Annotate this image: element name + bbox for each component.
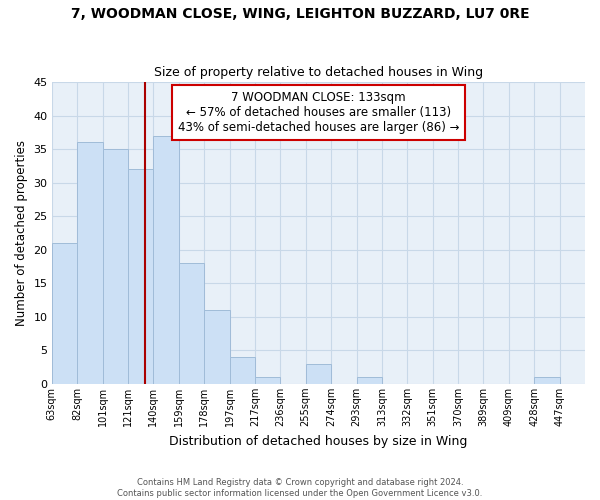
Bar	[204, 310, 230, 384]
X-axis label: Distribution of detached houses by size in Wing: Distribution of detached houses by size …	[169, 434, 467, 448]
Bar	[77, 142, 103, 384]
Bar	[52, 243, 77, 384]
Bar	[255, 377, 280, 384]
Text: 7 WOODMAN CLOSE: 133sqm
← 57% of detached houses are smaller (113)
43% of semi-d: 7 WOODMAN CLOSE: 133sqm ← 57% of detache…	[178, 91, 459, 134]
Bar	[128, 170, 154, 384]
Bar	[306, 364, 331, 384]
Bar	[179, 263, 204, 384]
Text: 7, WOODMAN CLOSE, WING, LEIGHTON BUZZARD, LU7 0RE: 7, WOODMAN CLOSE, WING, LEIGHTON BUZZARD…	[71, 8, 529, 22]
Bar	[356, 377, 382, 384]
Bar	[230, 357, 255, 384]
Bar	[103, 149, 128, 384]
Text: Contains HM Land Registry data © Crown copyright and database right 2024.
Contai: Contains HM Land Registry data © Crown c…	[118, 478, 482, 498]
Title: Size of property relative to detached houses in Wing: Size of property relative to detached ho…	[154, 66, 483, 80]
Y-axis label: Number of detached properties: Number of detached properties	[15, 140, 28, 326]
Bar	[534, 377, 560, 384]
Bar	[154, 136, 179, 384]
